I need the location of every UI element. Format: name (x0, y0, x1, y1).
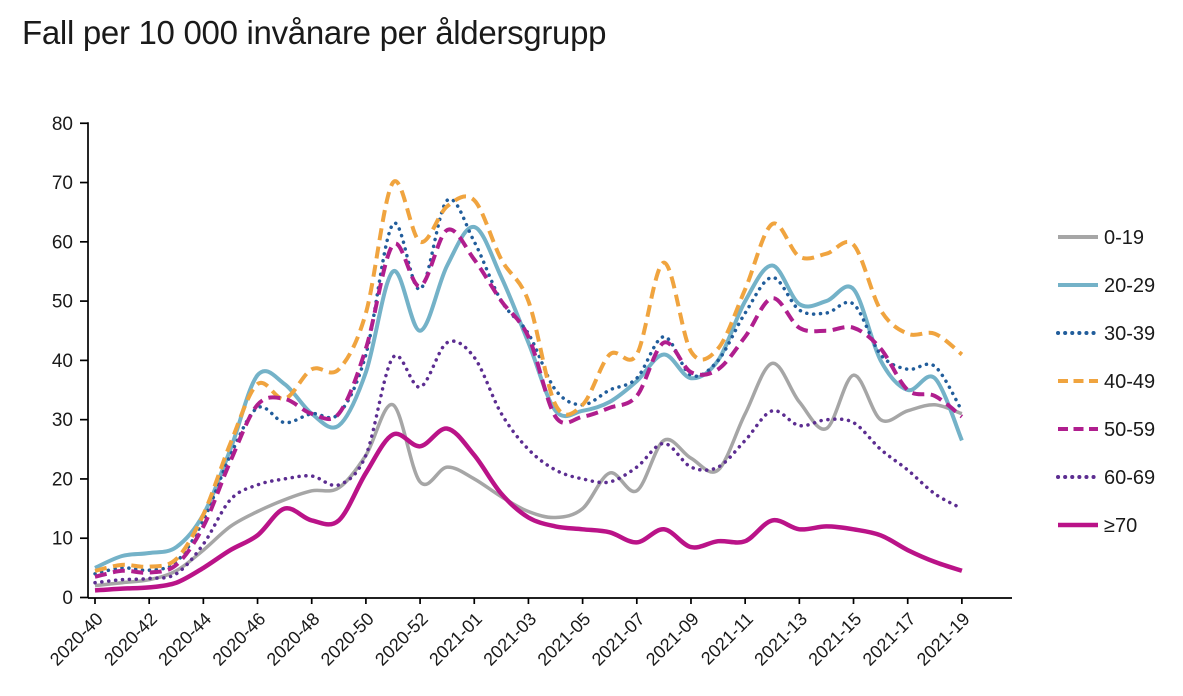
legend-label-40-49: 40-49 (1104, 371, 1155, 393)
x-tick-label: 2021-11 (697, 609, 757, 669)
legend-label-30-39: 30-39 (1104, 323, 1155, 345)
y-tick-label: 30 (52, 410, 73, 431)
y-tick-label: 0 (62, 588, 73, 609)
legend-item-20-29: 20-29 (1058, 275, 1155, 297)
y-tick-label: 50 (52, 292, 73, 313)
legend: 0-19 20-29 30-39 40-49 50-59 60-69 ≥70 (1056, 227, 1155, 537)
y-tick-label: 40 (52, 351, 73, 372)
x-tick-label: 2021-09 (642, 609, 703, 670)
legend-label-50-59: 50-59 (1104, 419, 1155, 441)
x-tick-label: 2020-44 (154, 609, 215, 670)
x-tick-label: 2020-52 (371, 609, 432, 670)
chart-title: Fall per 10 000 invånare per åldersgrupp (22, 14, 607, 51)
x-tick-label: 2020-46 (209, 609, 270, 670)
legend-label-0-19: 0-19 (1104, 227, 1144, 249)
x-tick-label: 2021-15 (804, 609, 865, 670)
y-tick-label: 20 (52, 469, 73, 490)
x-tick-label: 2021-19 (913, 609, 974, 670)
x-tick-label: 2021-05 (534, 609, 595, 670)
y-tick-label: 80 (52, 114, 73, 135)
series-line-40-49 (94, 179, 964, 573)
x-tick-label: 2020-50 (317, 609, 378, 670)
x-tick-label: 2020-48 (263, 609, 324, 670)
legend-item-30-39: 30-39 (1056, 323, 1155, 345)
series-line-50-59 (94, 227, 964, 579)
legend-item-60-69: 60-69 (1056, 467, 1155, 489)
x-tick-label: 2020-40 (46, 609, 107, 670)
y-tick-label: 10 (52, 529, 73, 550)
series-line-60-69 (93, 339, 964, 585)
x-tick-label: 2021-03 (479, 609, 540, 670)
series-line-30-39 (93, 197, 964, 576)
y-tick-label: 60 (52, 232, 73, 253)
series-line-70 (94, 426, 963, 593)
y-tick-label: 70 (52, 173, 73, 194)
legend-item-50-59: 50-59 (1058, 419, 1155, 441)
series-line-0-19 (94, 361, 963, 588)
x-tick-label: 2020-42 (100, 609, 161, 670)
legend-label-70: ≥70 (1104, 515, 1137, 537)
legend-item-0-19: 0-19 (1058, 227, 1144, 249)
legend-item-40-49: 40-49 (1058, 371, 1155, 393)
x-tick-label: 2021-07 (588, 609, 649, 670)
legend-item-70: ≥70 (1058, 515, 1137, 537)
x-tick-label: 2021-01 (425, 609, 486, 670)
legend-label-60-69: 60-69 (1104, 467, 1155, 489)
x-tick-label: 2021-17 (859, 609, 920, 670)
legend-label-20-29: 20-29 (1104, 275, 1155, 297)
x-tick-label: 2021-13 (750, 609, 811, 670)
series-lines (93, 179, 964, 593)
